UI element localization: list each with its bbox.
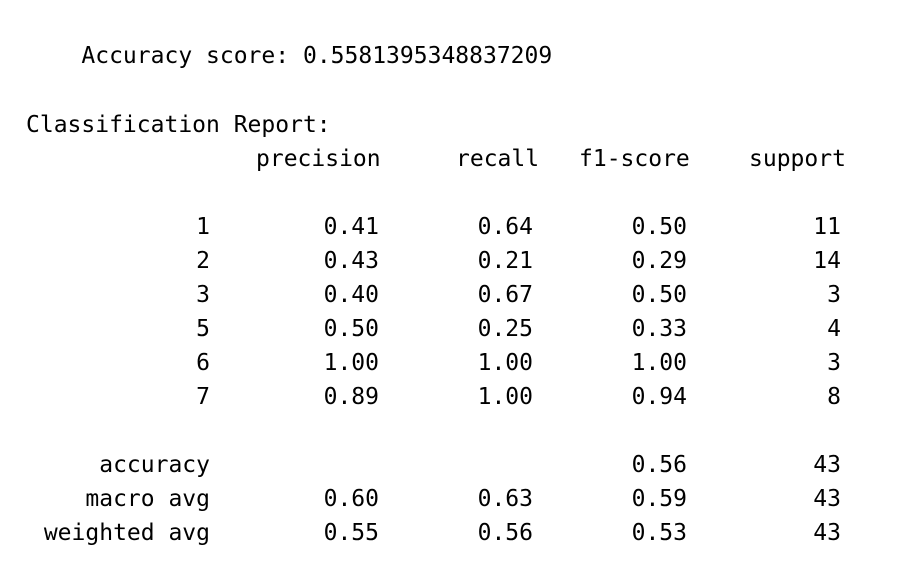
f1-score-cell: 1.00 — [631, 350, 687, 376]
support-cell: 3 — [827, 350, 841, 376]
accuracy-label: Accuracy score: — [81, 43, 290, 69]
summary-row: macro avg 0.60 0.63 0.59 43 — [26, 482, 906, 516]
recall-cell: 1.00 — [477, 350, 533, 376]
support-cell: 43 — [813, 452, 841, 478]
console-output: Accuracy score: 0.5581395348837209 Class… — [26, 0, 906, 576]
support-cell: 43 — [813, 486, 841, 512]
summary-row: weighted avg 0.55 0.56 0.53 43 — [26, 516, 906, 550]
report-header-row: precision recall f1-score support — [26, 142, 906, 176]
row-label: 1 — [196, 214, 210, 240]
f1-score-cell: 0.33 — [631, 316, 687, 342]
row-label: 7 — [196, 384, 210, 410]
support-cell: 43 — [813, 520, 841, 546]
f1-score-cell: 0.94 — [631, 384, 687, 410]
precision-cell: 1.00 — [323, 350, 379, 376]
class-row: 5 0.50 0.25 0.33 4 — [26, 312, 906, 346]
class-row: 2 0.43 0.21 0.29 14 — [26, 244, 906, 278]
class-row: 3 0.40 0.67 0.50 3 — [26, 278, 906, 312]
row-label: macro avg — [85, 486, 210, 512]
recall-cell: 0.56 — [477, 520, 533, 546]
class-row: 6 1.00 1.00 1.00 3 — [26, 346, 906, 380]
recall-cell: 1.00 — [477, 384, 533, 410]
precision-cell: 0.40 — [323, 282, 379, 308]
f1-score-cell: 0.50 — [631, 214, 687, 240]
support-cell: 4 — [827, 316, 841, 342]
header-precision: precision — [256, 146, 381, 172]
header-support: support — [749, 146, 846, 172]
precision-cell: 0.89 — [323, 384, 379, 410]
row-label: 3 — [196, 282, 210, 308]
row-label: weighted avg — [43, 520, 210, 546]
f1-score-cell: 0.50 — [631, 282, 687, 308]
precision-cell: 0.60 — [323, 486, 379, 512]
recall-cell: 0.25 — [477, 316, 533, 342]
row-label: 5 — [196, 316, 210, 342]
precision-cell: 0.50 — [323, 316, 379, 342]
recall-cell: 0.63 — [477, 486, 533, 512]
support-cell: 14 — [813, 248, 841, 274]
class-row: 7 0.89 1.00 0.94 8 — [26, 380, 906, 414]
precision-cell: 0.41 — [323, 214, 379, 240]
support-cell: 11 — [813, 214, 841, 240]
support-cell: 8 — [827, 384, 841, 410]
recall-cell: 0.21 — [477, 248, 533, 274]
f1-score-cell: 0.53 — [631, 520, 687, 546]
summary-row: accuracy 0.56 43 — [26, 448, 906, 482]
accuracy-line: Accuracy score: 0.5581395348837209 — [26, 5, 552, 69]
accuracy-value: 0.5581395348837209 — [302, 43, 553, 69]
f1-score-cell: 0.56 — [631, 452, 687, 478]
recall-cell: 0.67 — [477, 282, 533, 308]
f1-score-cell: 0.59 — [631, 486, 687, 512]
row-label: accuracy — [99, 452, 210, 478]
row-label: 6 — [196, 350, 210, 376]
precision-cell: 0.55 — [323, 520, 379, 546]
row-label: 2 — [196, 248, 210, 274]
class-row: 1 0.41 0.64 0.50 11 — [26, 210, 906, 244]
recall-cell: 0.64 — [477, 214, 533, 240]
precision-cell: 0.43 — [323, 248, 379, 274]
header-f1-score: f1-score — [579, 146, 690, 172]
support-cell: 3 — [827, 282, 841, 308]
header-recall: recall — [456, 146, 540, 172]
report-title: Classification Report: — [26, 112, 331, 138]
f1-score-cell: 0.29 — [631, 248, 687, 274]
